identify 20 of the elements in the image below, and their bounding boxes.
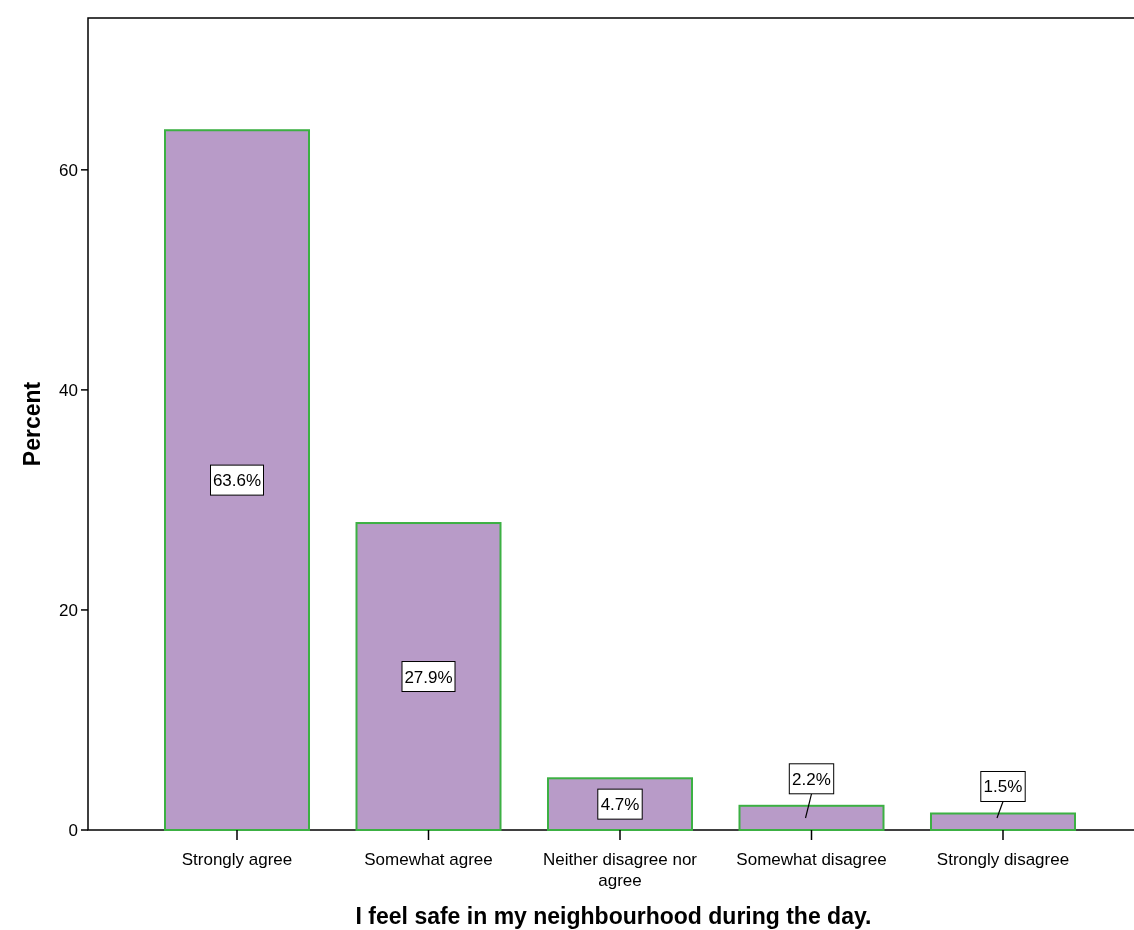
y-tick-label: 40 bbox=[59, 380, 78, 400]
y-tick-label: 20 bbox=[59, 600, 78, 620]
bar bbox=[355, 522, 502, 831]
y-tick-label: 60 bbox=[59, 160, 78, 180]
bar bbox=[738, 804, 885, 831]
x-tick-label: Strongly agree bbox=[181, 850, 293, 869]
x-tick-label: Strongly disagree bbox=[936, 850, 1070, 869]
bar bbox=[164, 129, 311, 831]
data-label: 27.9% bbox=[404, 667, 453, 687]
bar bbox=[929, 812, 1076, 831]
y-axis-title: Percent bbox=[19, 381, 45, 467]
x-tick-label: Somewhat disagree bbox=[736, 850, 887, 869]
data-label: 2.2% bbox=[792, 769, 831, 789]
y-tick-label: 0 bbox=[68, 821, 78, 840]
x-tick-label: Somewhat agree bbox=[364, 850, 493, 869]
x-tick-label: Neither disagree nor agree bbox=[542, 850, 698, 890]
data-label: 1.5% bbox=[983, 777, 1023, 797]
data-label: 4.7% bbox=[600, 795, 640, 815]
data-label: 63.6% bbox=[212, 471, 262, 491]
x-axis-title: I feel safe in my neighbourhood during the day. bbox=[355, 903, 872, 929]
